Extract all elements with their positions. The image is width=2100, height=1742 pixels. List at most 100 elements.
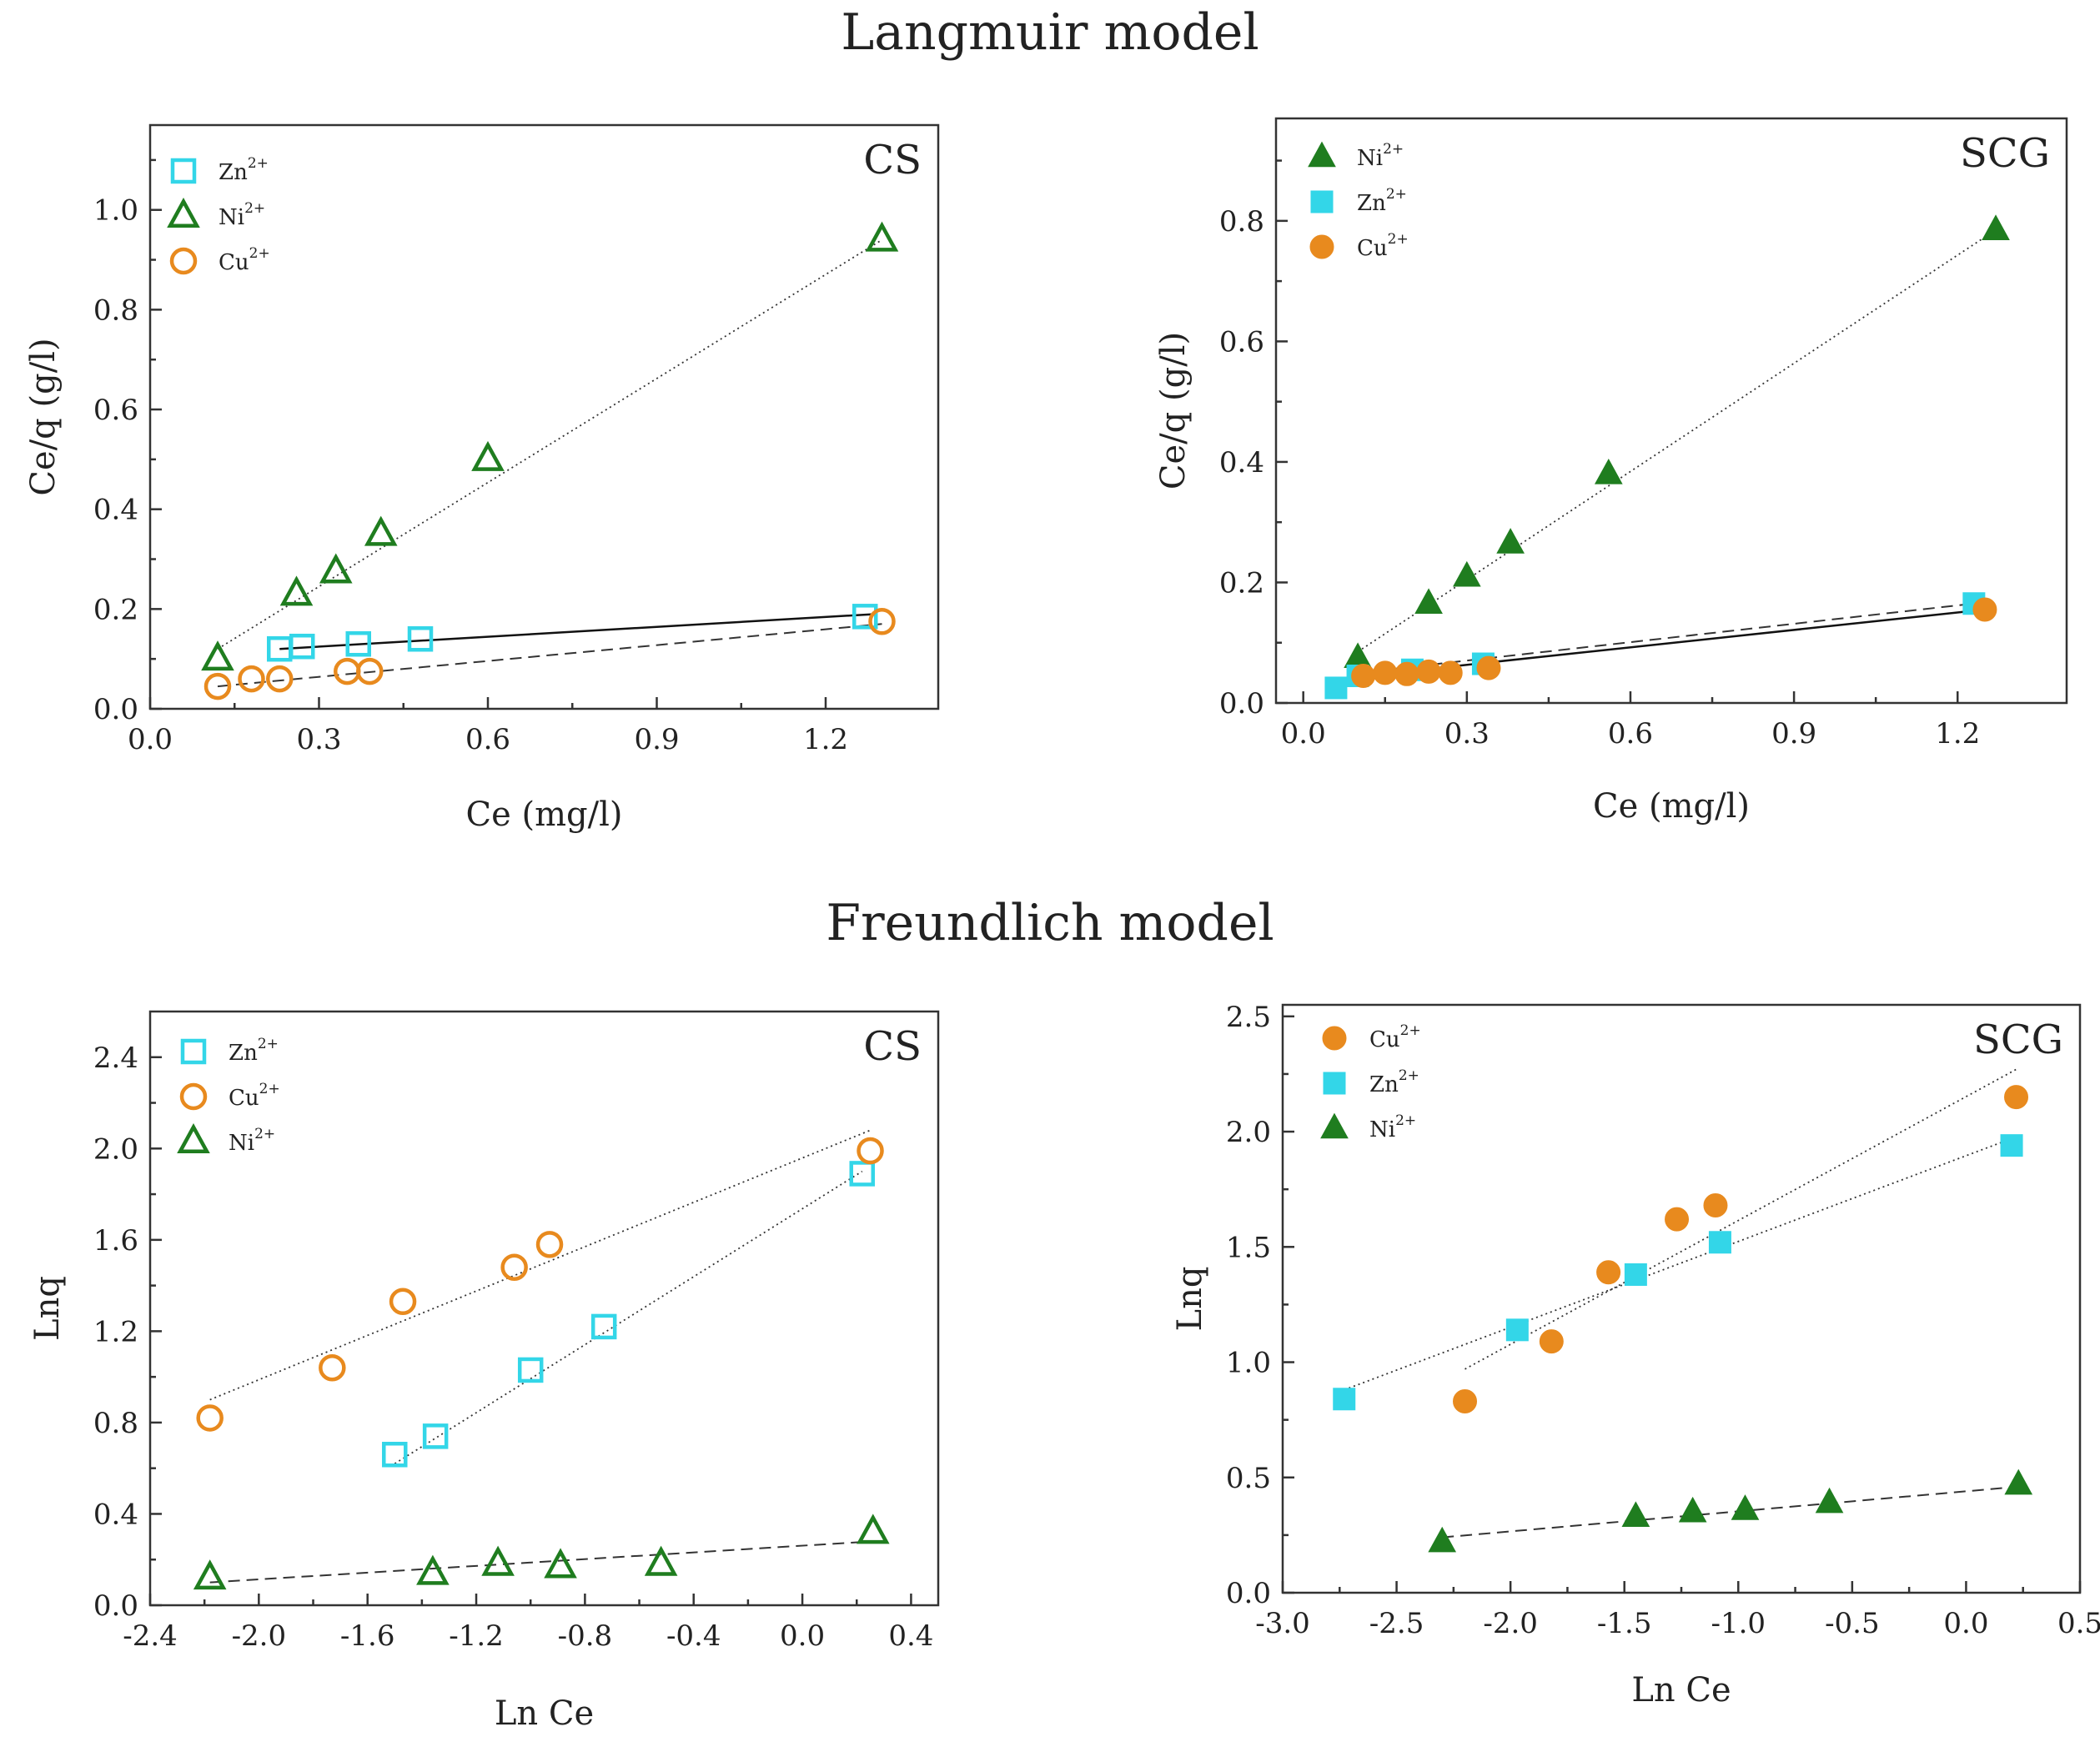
- langmuir-scg-panel-label: SCG: [1960, 130, 2050, 177]
- freundlich-scg-y-tick-label: 0.0: [1226, 1577, 1271, 1610]
- freundlich-cs-cu-point: [857, 1137, 884, 1165]
- langmuir-scg-x-tick-label: 0.3: [1444, 717, 1490, 751]
- langmuir-scg-cu-point: [1972, 597, 1997, 622]
- freundlich-cs-x-tick-label: -2.0: [232, 1619, 287, 1653]
- langmuir-cs-y-tick-label: 0.2: [93, 593, 138, 626]
- langmuir-cs-cu-point: [868, 608, 896, 635]
- freundlich-cs-x-tick-label: -2.4: [123, 1619, 178, 1653]
- langmuir-scg-ni-point: [1414, 588, 1443, 615]
- freundlich-cs-zn-fit-line: [394, 1170, 863, 1464]
- freundlich-cs-cu-point: [196, 1404, 224, 1432]
- langmuir-cs-ni-point: [471, 440, 505, 471]
- freundlich-scg-ni-point: [2004, 1468, 2033, 1495]
- freundlich-cs-zn-point: [517, 1357, 544, 1383]
- freundlich-cs-ni-point: [644, 1545, 678, 1576]
- langmuir-cs-ni-point: [865, 221, 899, 252]
- freundlich-scg-y-tick-label: 2.5: [1226, 1001, 1271, 1034]
- freundlich-scg-x-tick-label: -2.0: [1483, 1607, 1538, 1640]
- freundlich-cs-x-tick-label: -1.2: [449, 1619, 504, 1653]
- freundlich-cs-plot-frame: [148, 1010, 940, 1607]
- freundlich-cs-chart: -2.4 -2.0 -1.6 -1.2 -0.8 -0.4 0.0 0.4 0.0 0.4 0.8 1…: [28, 1010, 940, 1733]
- freundlich-scg-ni-point: [1621, 1501, 1650, 1528]
- freundlich-scg-zn-point: [1505, 1318, 1529, 1342]
- freundlich-cs-zn-point: [590, 1313, 617, 1340]
- langmuir-cs-cu-point: [356, 657, 384, 685]
- freundlich-scg-cu-point: [1665, 1207, 1690, 1232]
- langmuir-scg-ni-point: [1594, 458, 1623, 484]
- freundlich-cs-cu-point: [535, 1231, 564, 1258]
- langmuir-cs-legend-ni-label: Ni2+: [219, 200, 265, 230]
- freundlich-cs-y-tick-label: 2.0: [93, 1132, 138, 1166]
- freundlich-scg-cu-point: [1703, 1193, 1728, 1218]
- freundlich-cs-x-tick-label: -0.4: [666, 1619, 721, 1653]
- freundlich-scg-legend-zn-marker: [1323, 1072, 1346, 1095]
- langmuir-scg-y-tick-label: 0.6: [1219, 325, 1264, 359]
- langmuir-scg-cu-point: [1476, 655, 1501, 680]
- langmuir-scg-legend-zn-marker: [1310, 190, 1334, 213]
- langmuir-cs-legend-cu-marker: [169, 247, 198, 275]
- freundlich-scg-zn-point: [1333, 1388, 1356, 1411]
- langmuir-cs-ni-point: [201, 640, 234, 671]
- freundlich-scg-ni-point: [1428, 1526, 1457, 1553]
- freundlich-scg-legend-cu-marker: [1322, 1026, 1347, 1051]
- langmuir-scg-legend-cu-marker: [1309, 234, 1334, 259]
- langmuir-cs-legend-zn-marker: [170, 158, 197, 184]
- langmuir-cs-zn-point: [289, 633, 315, 660]
- langmuir-scg-y-axis-label: Ce/q (g/l): [1154, 332, 1193, 489]
- freundlich-cs-y-tick-label: 0.0: [93, 1589, 138, 1623]
- langmuir-cs-zn-point: [407, 625, 434, 652]
- freundlich-scg-x-axis-label: Ln Ce: [1631, 1671, 1731, 1709]
- langmuir-cs-cu-point: [266, 665, 294, 693]
- freundlich-cs-legend-ni-marker: [177, 1122, 210, 1154]
- langmuir-scg-y-tick-label: 0.4: [1219, 446, 1264, 479]
- freundlich-cs-legend-zn-marker: [180, 1038, 207, 1065]
- langmuir-cs-x-tick-label: 0.0: [128, 723, 173, 756]
- freundlich-scg-y-tick-label: 1.0: [1226, 1347, 1271, 1380]
- langmuir-scg-cu-point: [1373, 660, 1398, 685]
- freundlich-cs-cu-point: [500, 1253, 528, 1281]
- langmuir-cs-panel-label: CS: [863, 137, 922, 183]
- langmuir-cs-zn-point: [345, 630, 371, 657]
- freundlich-scg-y-tick-label: 2.0: [1226, 1116, 1271, 1149]
- freundlich-scg-legend-ni-label: Ni2+: [1369, 1112, 1416, 1142]
- langmuir-scg-zn-fit-line: [1357, 602, 1974, 674]
- langmuir-scg-y-tick-label: 0.0: [1219, 687, 1264, 720]
- langmuir-cs-y-tick-label: 0.4: [93, 494, 138, 527]
- freundlich-scg-zn-fit-line: [1344, 1137, 2012, 1391]
- freundlich-scg-chart: -3.0 -2.5 -2.0 -1.5 -1.0 -0.5 0.0 0.5 0.0 0.5 1.0 1…: [1171, 1001, 2100, 1709]
- freundlich-scg-x-tick-label: -1.5: [1597, 1607, 1652, 1640]
- langmuir-cs-plot-frame: [148, 123, 940, 710]
- freundlich-cs-ni-point: [481, 1545, 515, 1576]
- langmuir-cs-cu-point: [334, 657, 361, 685]
- freundlich-scg-legend-cu-label: Cu2+: [1369, 1022, 1421, 1052]
- freundlich-scg-x-tick-label: -3.0: [1255, 1607, 1310, 1640]
- freundlich-scg-cu-point: [1539, 1329, 1564, 1354]
- langmuir-section-title: Langmuir model: [841, 3, 1259, 62]
- freundlich-cs-legend-cu-label: Cu2+: [229, 1081, 280, 1111]
- freundlich-cs-y-tick-label: 1.6: [93, 1224, 138, 1258]
- freundlich-cs-zn-point: [422, 1423, 449, 1449]
- langmuir-cs-x-tick-label: 0.3: [296, 723, 341, 756]
- freundlich-scg-legend-zn-label: Zn2+: [1369, 1067, 1419, 1097]
- freundlich-cs-y-tick-label: 1.2: [93, 1315, 138, 1348]
- freundlich-scg-zn-point: [1708, 1231, 1731, 1254]
- freundlich-scg-x-tick-label: -1.0: [1711, 1607, 1766, 1640]
- freundlich-scg-ni-point: [1731, 1494, 1760, 1520]
- langmuir-scg-cu-fit-line: [1363, 608, 1986, 677]
- freundlich-cs-ni-point: [416, 1554, 450, 1585]
- freundlich-cs-ni-point: [544, 1548, 577, 1579]
- freundlich-cs-cu-point: [389, 1288, 417, 1316]
- freundlich-scg-y-tick-label: 0.5: [1226, 1462, 1271, 1495]
- freundlich-cs-y-tick-label: 0.4: [93, 1498, 138, 1531]
- freundlich-scg-cu-point: [1453, 1389, 1478, 1414]
- freundlich-cs-panel-label: CS: [863, 1023, 922, 1070]
- langmuir-cs-y-tick-label: 0.0: [93, 693, 138, 726]
- langmuir-scg-x-tick-label: 0.9: [1771, 717, 1816, 751]
- langmuir-scg-y-tick-label: 0.8: [1219, 205, 1264, 238]
- freundlich-scg-y-axis-label: Lnq: [1171, 1267, 1209, 1332]
- langmuir-scg-ni-point: [1982, 214, 2010, 240]
- langmuir-cs-ni-point: [364, 515, 398, 546]
- freundlich-cs-cu-point: [319, 1353, 346, 1382]
- freundlich-cs-legend-zn-label: Zn2+: [229, 1036, 279, 1066]
